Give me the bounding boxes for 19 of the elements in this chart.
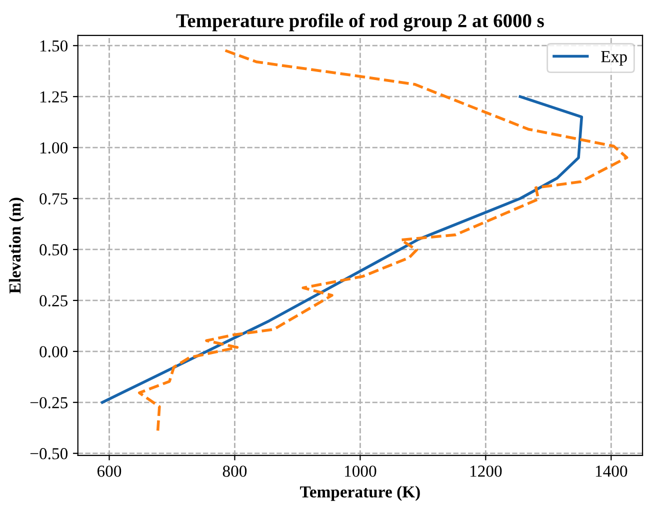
legend-label: Exp [601, 51, 627, 66]
y-tick-label: 0.75 [40, 193, 68, 205]
y-tick-label: 1.50 [40, 40, 68, 52]
x-tick-label: 600 [97, 466, 122, 477]
y-tick-label: 0.50 [40, 244, 68, 256]
y-tick-label: 0.25 [40, 295, 68, 306]
x-tick-label: 1000 [344, 466, 376, 477]
y-tick-label: −0.25 [30, 397, 68, 408]
x-axis-title: Temperature (K) [300, 486, 420, 501]
y-axis-title: Elevation (m) [8, 198, 24, 294]
x-tick-label: 1400 [596, 466, 628, 477]
y-tick-label: 1.25 [40, 91, 68, 103]
x-tick-label: 800 [222, 466, 247, 477]
y-tick-label: −0.50 [30, 448, 68, 460]
y-tick-label: 0.00 [40, 346, 68, 358]
line-series [100, 95, 584, 404]
y-tick-label: 1.00 [40, 142, 68, 154]
x-tick-label: 1200 [470, 466, 502, 477]
chart-title: Temperature profile of rod group 2 at 6000 s [176, 13, 544, 32]
